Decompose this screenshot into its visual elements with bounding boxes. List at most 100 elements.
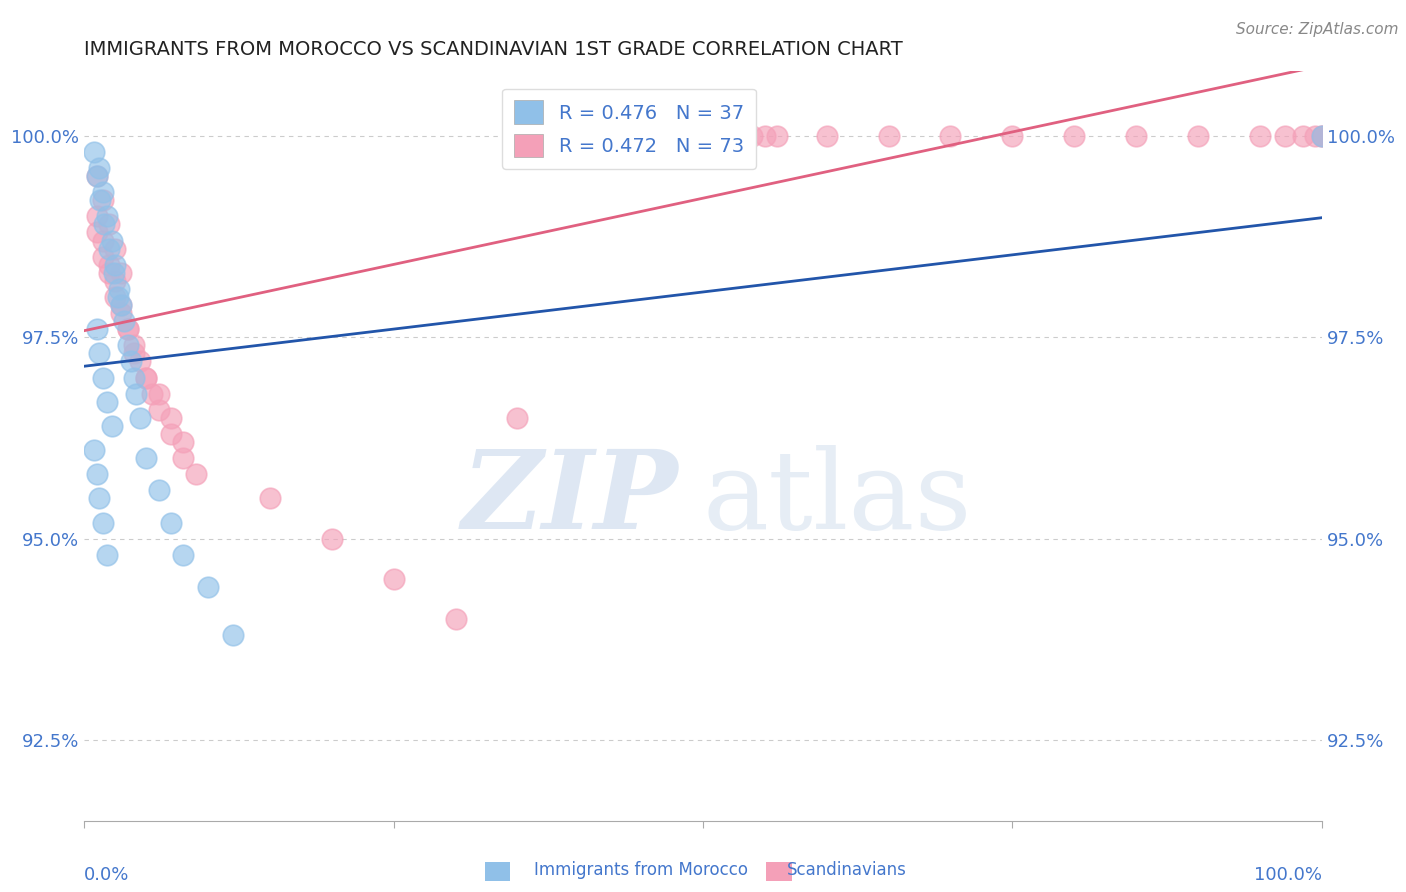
Point <box>599 128 621 143</box>
Point <box>815 128 838 143</box>
Point <box>655 128 678 143</box>
Point <box>91 250 114 264</box>
Point <box>666 128 689 143</box>
Point <box>160 516 183 530</box>
Point <box>122 370 145 384</box>
Point <box>117 338 139 352</box>
Point <box>382 572 405 586</box>
Legend: R = 0.476   N = 37, R = 0.472   N = 73: R = 0.476 N = 37, R = 0.472 N = 73 <box>502 88 755 169</box>
Point <box>98 242 121 256</box>
Point <box>259 491 281 506</box>
Point <box>120 354 142 368</box>
Text: 0.0%: 0.0% <box>84 865 129 884</box>
Point <box>96 210 118 224</box>
Point <box>107 290 129 304</box>
Point <box>717 128 740 143</box>
Point <box>630 128 652 143</box>
Point <box>110 266 132 280</box>
Point <box>172 548 194 562</box>
Text: atlas: atlas <box>703 445 973 552</box>
Point <box>444 612 467 626</box>
Point <box>98 218 121 232</box>
Point <box>1305 128 1327 143</box>
Text: Scandinavians: Scandinavians <box>787 861 907 879</box>
Point <box>593 128 616 143</box>
Point <box>586 128 609 143</box>
Point <box>89 346 111 360</box>
Point <box>86 210 108 224</box>
Point <box>83 443 105 458</box>
Point <box>1063 128 1085 143</box>
Text: ZIP: ZIP <box>461 445 678 552</box>
Point <box>110 306 132 320</box>
Point <box>86 467 108 482</box>
Point <box>110 298 132 312</box>
Point <box>93 218 115 232</box>
Point <box>135 370 157 384</box>
Point <box>108 282 131 296</box>
Point <box>104 290 127 304</box>
Point <box>1310 128 1333 143</box>
Point <box>555 128 578 143</box>
Point <box>86 226 108 240</box>
Point <box>1292 128 1315 143</box>
Point <box>679 128 702 143</box>
Point <box>129 410 152 425</box>
Point <box>100 234 122 248</box>
Point <box>135 451 157 466</box>
Point <box>122 338 145 352</box>
Point <box>172 451 194 466</box>
Point <box>148 402 170 417</box>
Point <box>91 234 114 248</box>
Point <box>104 274 127 288</box>
Point <box>506 410 529 425</box>
Point <box>1310 128 1333 143</box>
Point <box>135 370 157 384</box>
Point <box>148 483 170 498</box>
Y-axis label: 1st Grade: 1st Grade <box>0 401 4 491</box>
Point <box>125 386 148 401</box>
Point <box>103 266 125 280</box>
Point <box>1125 128 1147 143</box>
Point <box>172 434 194 449</box>
Point <box>562 128 585 143</box>
Point <box>89 161 111 175</box>
Text: Immigrants from Morocco: Immigrants from Morocco <box>534 861 748 879</box>
Point <box>83 145 105 159</box>
Point <box>1274 128 1296 143</box>
Point <box>89 491 111 506</box>
Point <box>86 322 108 336</box>
Point <box>117 322 139 336</box>
Point <box>110 298 132 312</box>
Point <box>692 128 714 143</box>
Point <box>766 128 789 143</box>
Point <box>98 266 121 280</box>
Point <box>612 128 634 143</box>
Text: Source: ZipAtlas.com: Source: ZipAtlas.com <box>1236 22 1399 37</box>
Point <box>939 128 962 143</box>
Point <box>89 194 111 208</box>
Point <box>1187 128 1209 143</box>
Point <box>91 516 114 530</box>
Point <box>104 242 127 256</box>
Point <box>643 128 665 143</box>
Point <box>117 322 139 336</box>
Point <box>704 128 727 143</box>
Point <box>98 258 121 272</box>
Point <box>160 410 183 425</box>
Point <box>112 314 135 328</box>
Point <box>605 128 627 143</box>
Point <box>877 128 900 143</box>
Point <box>543 128 565 143</box>
Point <box>96 548 118 562</box>
Text: 100.0%: 100.0% <box>1254 865 1322 884</box>
Point <box>100 418 122 433</box>
Point <box>1310 128 1333 143</box>
Point <box>184 467 207 482</box>
Point <box>86 169 108 183</box>
Point <box>617 128 640 143</box>
Point <box>91 370 114 384</box>
Point <box>568 128 591 143</box>
Point <box>222 628 245 642</box>
Point <box>1249 128 1271 143</box>
